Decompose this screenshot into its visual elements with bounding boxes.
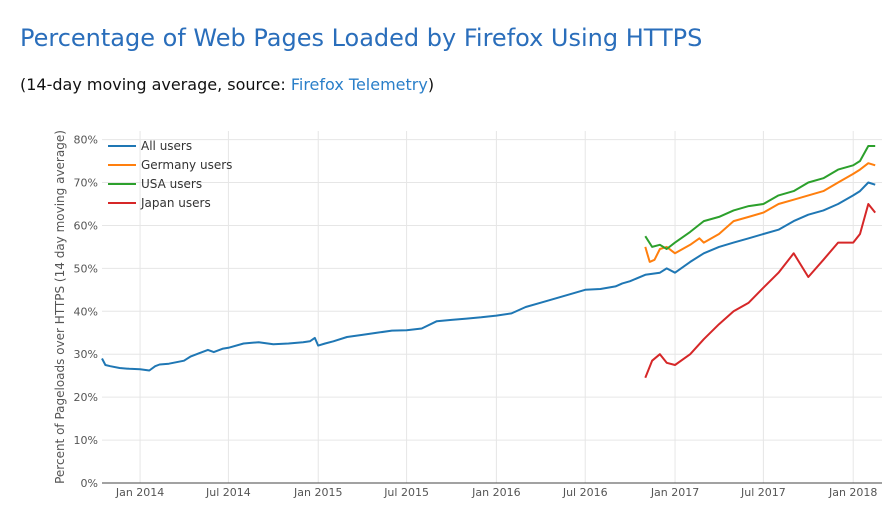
y-tick-label: 50% [74, 262, 98, 275]
legend-label: Germany users [141, 158, 232, 172]
series-line-japan-users [644, 203, 876, 379]
series-line-germany-users [644, 162, 876, 263]
chart-subtitle: (14-day moving average, source: Firefox … [20, 75, 434, 94]
series-line-usa-users [644, 145, 876, 250]
subtitle-suffix: ) [427, 75, 435, 94]
y-tick-label: 40% [74, 305, 98, 318]
y-tick-label: 70% [74, 177, 98, 190]
y-tick-label: 0% [81, 477, 98, 490]
legend-label: Japan users [140, 196, 211, 210]
y-tick-label: 10% [74, 434, 98, 447]
x-tick-label: Jan 2017 [650, 486, 699, 499]
subtitle-prefix: (14-day moving average, source: [20, 75, 291, 94]
x-tick-label: Jan 2016 [471, 486, 520, 499]
page-title: Percentage of Web Pages Loaded by Firefo… [20, 24, 703, 52]
y-tick-label: 20% [74, 391, 98, 404]
y-axis-label: Percent of Pageloads over HTTPS (14 day … [53, 130, 67, 484]
x-tick-label: Jul 2014 [205, 486, 251, 499]
y-tick-label: 80% [74, 134, 98, 147]
series-line-all-users [101, 181, 876, 372]
x-tick-label: Jan 2014 [115, 486, 164, 499]
x-tick-label: Jul 2017 [740, 486, 786, 499]
x-tick-label: Jan 2015 [293, 486, 342, 499]
legend-label: All users [141, 139, 192, 153]
y-tick-label: 60% [74, 219, 98, 232]
legend-label: USA users [141, 177, 202, 191]
x-tick-label: Jul 2015 [383, 486, 429, 499]
firefox-telemetry-link[interactable]: Firefox Telemetry [290, 75, 428, 94]
x-tick-label: Jan 2018 [828, 486, 877, 499]
y-tick-label: 30% [74, 348, 98, 361]
x-tick-label: Jul 2016 [562, 486, 608, 499]
